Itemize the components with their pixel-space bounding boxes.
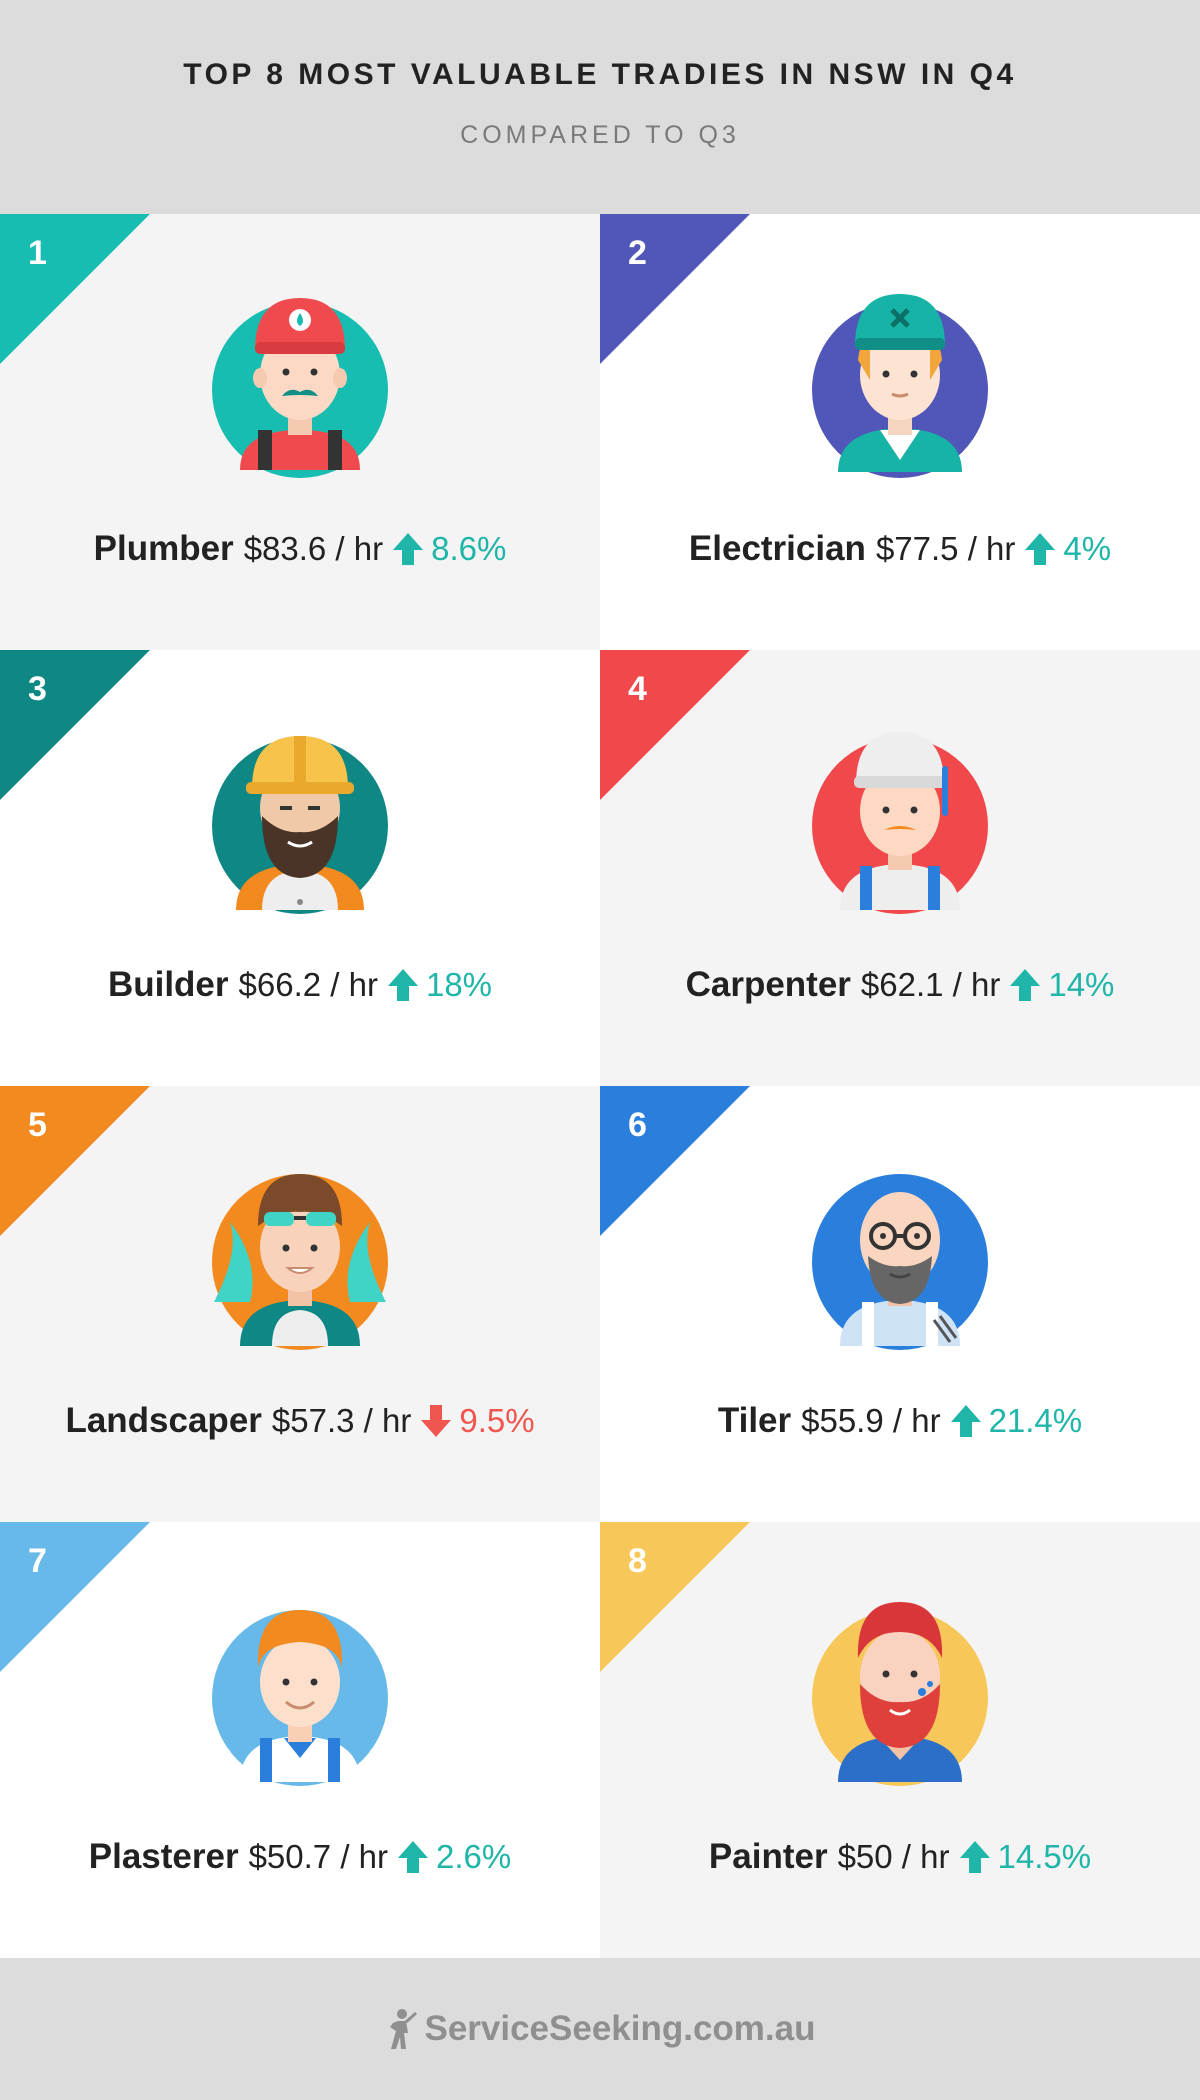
rank-number: 1: [28, 234, 47, 272]
hourly-rate: $50.7 / hr: [248, 1838, 389, 1875]
carpenter-avatar-icon: [800, 716, 1000, 916]
rank-number: 6: [628, 1106, 647, 1144]
rank-number: 8: [628, 1542, 647, 1580]
change-percent: 14.5%: [997, 1838, 1092, 1875]
rank-corner: 8: [600, 1522, 750, 1672]
tradie-card-plumber: 1 Plumber $83.6 / h: [0, 214, 600, 650]
arrow-up-icon: [393, 533, 424, 565]
hourly-rate: $62.1 / hr: [860, 966, 1001, 1003]
rank-number: 3: [28, 670, 47, 708]
trade-name: Plasterer: [88, 1837, 239, 1876]
hourly-rate: $83.6 / hr: [243, 530, 384, 567]
builder-avatar-icon: [200, 716, 400, 916]
rank-corner: 3: [0, 650, 150, 800]
rank-triangle-icon: [0, 1086, 150, 1236]
hourly-rate: $57.3 / hr: [271, 1402, 412, 1439]
rank-corner: 5: [0, 1086, 150, 1236]
arrow-up-icon: [387, 969, 418, 1001]
arrow-up-icon: [1025, 533, 1056, 565]
tradie-card-tiler: 6 Tiler $55.9 / hr: [600, 1086, 1200, 1522]
electrician-avatar-icon: [800, 280, 1000, 480]
rank-triangle-icon: [0, 214, 150, 364]
trade-name: Landscaper: [65, 1401, 262, 1440]
arrow-up-icon: [1010, 969, 1041, 1001]
rank-number: 4: [628, 670, 647, 708]
rank-triangle-icon: [600, 214, 750, 364]
tradie-stats: Landscaper $57.3 / hr 9.5%: [0, 1396, 600, 1446]
tradie-card-plasterer: 7 Plasterer $50.7 / hr 2.6%: [0, 1522, 600, 1958]
trade-name: Electrician: [688, 529, 866, 568]
tradie-stats: Painter $50 / hr 14.5%: [600, 1832, 1200, 1882]
trade-name: Builder: [107, 965, 229, 1004]
change-percent: 14%: [1048, 966, 1115, 1003]
arrow-up-icon: [959, 1841, 990, 1873]
tradie-card-painter: 8 Painter $50 / hr 14.5%: [600, 1522, 1200, 1958]
rank-corner: 2: [600, 214, 750, 364]
plumber-avatar-icon: [200, 280, 400, 480]
change-percent: 4%: [1063, 530, 1112, 567]
rank-corner: 6: [600, 1086, 750, 1236]
tradie-card-builder: 3 Builder $66.2 / hr 18%: [0, 650, 600, 1086]
hourly-rate: $55.9 / hr: [801, 1402, 941, 1439]
tradie-card-electrician: 2 Electrician $77.5 / hr: [600, 214, 1200, 650]
rank-corner: 1: [0, 214, 150, 364]
worker-logo-icon: [390, 2009, 418, 2049]
tradie-stats: Plumber $83.6 / hr 8.6%: [0, 524, 600, 574]
rank-triangle-icon: [0, 650, 150, 800]
change-percent: 18%: [425, 966, 493, 1003]
tradie-card-landscaper: 5 Landscaper $57.3 / hr: [0, 1086, 600, 1522]
tradies-grid: 1 Plumber $83.6 / h: [0, 214, 1200, 1958]
tradie-stats: Plasterer $50.7 / hr 2.6%: [0, 1832, 600, 1882]
landscaper-avatar-icon: [200, 1152, 400, 1352]
rank-corner: 7: [0, 1522, 150, 1672]
rank-triangle-icon: [600, 1522, 750, 1672]
change-percent: 9.5%: [459, 1402, 535, 1439]
rank-triangle-icon: [600, 1086, 750, 1236]
header: TOP 8 MOST VALUABLE TRADIES IN NSW IN Q4…: [0, 0, 1200, 214]
footer: ServiceSeeking.com.au: [0, 1958, 1200, 2100]
painter-avatar-icon: [800, 1588, 1000, 1788]
tradie-stats: Electrician $77.5 / hr 4%: [600, 524, 1200, 574]
arrow-up-icon: [398, 1841, 429, 1873]
trade-name: Plumber: [93, 529, 234, 568]
rank-number: 5: [28, 1106, 47, 1144]
tradie-card-carpenter: 4 Carpenter $62.1 / hr 14%: [600, 650, 1200, 1086]
rank-corner: 4: [600, 650, 750, 800]
change-percent: 8.6%: [431, 530, 507, 567]
rank-triangle-icon: [0, 1522, 150, 1672]
hourly-rate: $77.5 / hr: [875, 530, 1016, 567]
rank-number: 7: [28, 1542, 47, 1580]
trade-name: Carpenter: [685, 965, 851, 1004]
arrow-down-icon: [421, 1405, 452, 1437]
rank-number: 2: [628, 234, 647, 272]
tradie-stats: Tiler $55.9 / hr 21.4%: [600, 1396, 1200, 1446]
hourly-rate: $66.2 / hr: [238, 966, 378, 1003]
change-percent: 21.4%: [988, 1402, 1083, 1439]
change-percent: 2.6%: [436, 1838, 512, 1875]
tiler-avatar-icon: [800, 1152, 1000, 1352]
tradie-stats: Builder $66.2 / hr 18%: [0, 960, 600, 1010]
hourly-rate: $50 / hr: [837, 1838, 950, 1875]
plasterer-avatar-icon: [200, 1588, 400, 1788]
tradie-stats: Carpenter $62.1 / hr 14%: [600, 960, 1200, 1010]
page-title: TOP 8 MOST VALUABLE TRADIES IN NSW IN Q4: [183, 58, 1017, 91]
trade-name: Tiler: [717, 1401, 792, 1440]
trade-name: Painter: [708, 1837, 828, 1876]
arrow-up-icon: [950, 1405, 981, 1437]
page-subtitle: COMPARED TO Q3: [460, 121, 740, 149]
brand-name: ServiceSeeking.com.au: [424, 2009, 816, 2048]
rank-triangle-icon: [600, 650, 750, 800]
